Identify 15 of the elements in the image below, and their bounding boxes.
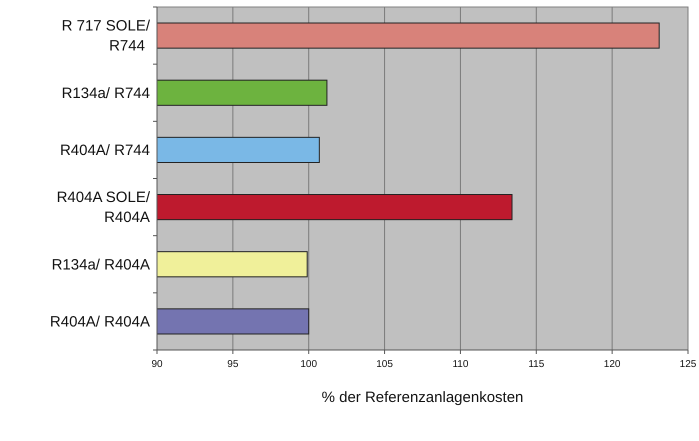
y-tick-label: R404A/ R404A [50, 313, 150, 330]
y-tick-label: R404A/ R744 [60, 142, 150, 159]
y-tick-label: R 717 SOLE/ R744 [62, 18, 151, 55]
x-tick-label: 95 [227, 359, 239, 370]
y-tick-label: R134a/ R404A [52, 256, 150, 274]
x-tick-label: 125 [680, 359, 697, 370]
x-tick-label: 115 [528, 359, 545, 370]
x-tick-label: 105 [376, 359, 394, 370]
x-tick-label: 90 [151, 359, 163, 370]
x-tick-label: 110 [452, 359, 469, 370]
x-tick-label: 100 [300, 359, 318, 370]
x-axis-title: % der Referenzanlagenkosten [322, 389, 524, 406]
y-tick-label: R404A SOLE/ R404A [56, 189, 151, 226]
x-tick-label: 120 [604, 359, 621, 370]
y-tick-label: R134a/ R744 [62, 84, 150, 102]
